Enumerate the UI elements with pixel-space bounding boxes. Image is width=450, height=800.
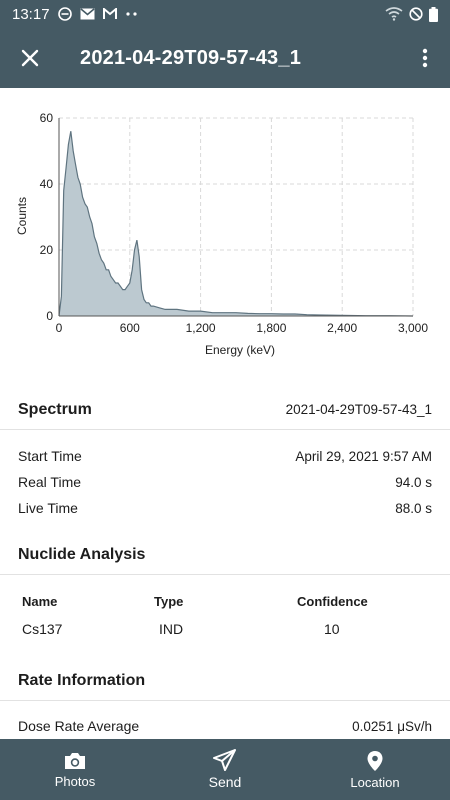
app-bar: 2021-04-29T09-57-43_1 [0, 28, 450, 88]
mail-icon [80, 8, 95, 20]
location-pin-icon [367, 750, 383, 771]
overflow-menu-button[interactable] [400, 28, 450, 88]
bottom-nav: Photos Send Location [0, 739, 450, 800]
column-header-name: Name [22, 594, 58, 609]
nuclide-table: Name Type Confidence Cs137 IND 10 [0, 588, 450, 642]
detail-value: April 29, 2021 9:57 AM [295, 448, 432, 464]
y-axis-label: Counts [15, 197, 29, 235]
gmail-icon [102, 8, 117, 20]
camera-icon [65, 752, 85, 769]
rate-title: Rate Information [18, 671, 146, 689]
page-title: 2021-04-29T09-57-43_1 [80, 46, 302, 69]
nav-photos-button[interactable]: Photos [0, 739, 150, 800]
nuclide-table-header: Name Type Confidence [22, 588, 428, 615]
nuclide-type: IND [159, 620, 184, 637]
battery-icon [429, 6, 438, 22]
nav-send-button[interactable]: Send [150, 739, 300, 800]
status-time: 13:17 [12, 5, 50, 23]
x-tick-label: 3,000 [398, 321, 428, 335]
y-tick-label: 60 [40, 111, 54, 125]
nav-send-label: Send [208, 774, 242, 790]
nuclide-header: Nuclide Analysis [0, 535, 450, 575]
spectrum-header: Spectrum 2021-04-29T09-57-43_1 [0, 390, 450, 430]
x-tick-label: 0 [56, 321, 63, 335]
detail-label: Real Time [18, 474, 82, 490]
nuclide-name: Cs137 [22, 620, 63, 637]
x-tick-label: 1,200 [186, 321, 216, 335]
close-icon [21, 49, 39, 67]
spectrum-line [58, 131, 414, 317]
column-header-confidence: Confidence [297, 594, 368, 609]
x-tick-label: 600 [120, 321, 140, 335]
wifi-icon [385, 7, 403, 21]
detail-row-start-time: Start Time April 29, 2021 9:57 AM [0, 443, 450, 469]
x-tick-label: 1,800 [256, 321, 286, 335]
spectrum-area [59, 131, 413, 316]
detail-value: 94.0 s [395, 474, 432, 490]
spectrum-title: Spectrum [18, 400, 92, 418]
nuclide-title: Nuclide Analysis [18, 545, 146, 563]
detail-row-real-time: Real Time 94.0 s [0, 469, 450, 495]
nav-location-label: Location [350, 774, 400, 790]
send-icon [213, 749, 236, 771]
nuclide-section: Nuclide Analysis Name Type Confidence Cs… [0, 535, 450, 642]
nav-photos-label: Photos [54, 773, 96, 789]
status-bar: 13:17 [0, 0, 450, 28]
content-scroll[interactable]: 0 600 1,200 1,800 2,400 3,000 0 20 40 60 Energy (… [0, 88, 450, 739]
spectrum-section: Spectrum 2021-04-29T09-57-43_1 Start Tim… [0, 390, 450, 521]
nav-location-button[interactable]: Location [300, 739, 450, 800]
detail-value: 0.0251 μSv/h [352, 718, 432, 734]
close-button[interactable] [0, 28, 60, 88]
more-vert-icon [422, 48, 428, 68]
y-tick-label: 20 [40, 243, 54, 257]
column-header-type: Type [154, 594, 184, 609]
detail-value: 88.0 s [395, 500, 432, 516]
x-tick-label: 2,400 [327, 321, 357, 335]
nuclide-confidence: 10 [324, 620, 340, 637]
x-axis-label: Energy (keV) [205, 343, 275, 357]
detail-row-live-time: Live Time 88.0 s [0, 495, 450, 521]
more-dots-icon [125, 11, 139, 17]
blocked-icon [409, 7, 423, 21]
table-row: Cs137 IND 10 [22, 615, 428, 642]
detail-label: Start Time [18, 448, 82, 464]
rate-section: Rate Information Dose Rate Average 0.025… [0, 661, 450, 739]
detail-label: Dose Rate Average [18, 718, 140, 734]
rate-header: Rate Information [0, 661, 450, 701]
spectrum-chart-svg: 0 600 1,200 1,800 2,400 3,000 0 20 40 60 Energy (… [15, 111, 428, 357]
detail-label: Live Time [18, 500, 78, 516]
spectrum-chart: 0 600 1,200 1,800 2,400 3,000 0 20 40 60 Energy (… [0, 88, 450, 378]
do-not-disturb-icon [57, 7, 72, 21]
detail-row-dose-rate: Dose Rate Average 0.0251 μSv/h [0, 713, 450, 739]
y-tick-label: 0 [46, 309, 53, 323]
y-tick-label: 40 [40, 177, 54, 191]
spectrum-name: 2021-04-29T09-57-43_1 [285, 402, 432, 417]
